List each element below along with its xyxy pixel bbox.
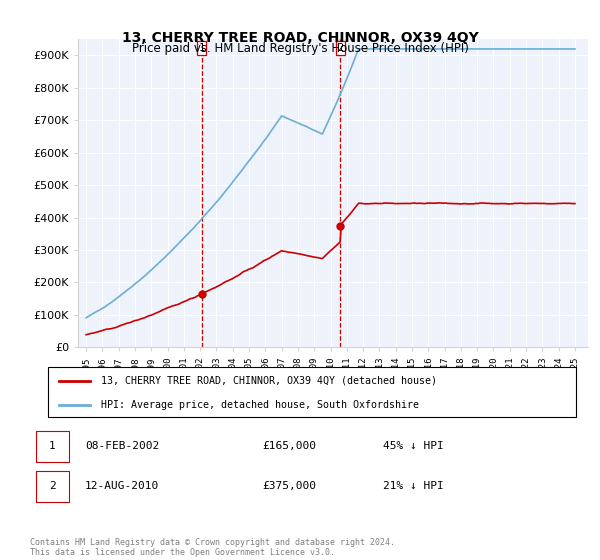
Text: 13, CHERRY TREE ROAD, CHINNOR, OX39 4QY: 13, CHERRY TREE ROAD, CHINNOR, OX39 4QY xyxy=(122,31,478,45)
Text: £165,000: £165,000 xyxy=(262,441,316,451)
Text: 2: 2 xyxy=(49,481,55,491)
Bar xyxy=(35,431,68,462)
Bar xyxy=(336,41,345,55)
Bar xyxy=(197,41,206,55)
Text: 12-AUG-2010: 12-AUG-2010 xyxy=(85,481,160,491)
Text: 21% ↓ HPI: 21% ↓ HPI xyxy=(383,481,444,491)
Text: 13, CHERRY TREE ROAD, CHINNOR, OX39 4QY (detached house): 13, CHERRY TREE ROAD, CHINNOR, OX39 4QY … xyxy=(101,376,437,386)
Text: Price paid vs. HM Land Registry's House Price Index (HPI): Price paid vs. HM Land Registry's House … xyxy=(131,42,469,55)
Text: 1: 1 xyxy=(199,43,205,53)
Text: 2: 2 xyxy=(337,43,343,53)
Bar xyxy=(35,470,68,502)
Text: HPI: Average price, detached house, South Oxfordshire: HPI: Average price, detached house, Sout… xyxy=(101,400,419,409)
Text: 08-FEB-2002: 08-FEB-2002 xyxy=(85,441,160,451)
Text: 45% ↓ HPI: 45% ↓ HPI xyxy=(383,441,444,451)
Text: Contains HM Land Registry data © Crown copyright and database right 2024.
This d: Contains HM Land Registry data © Crown c… xyxy=(30,538,395,557)
Text: £375,000: £375,000 xyxy=(262,481,316,491)
Text: 1: 1 xyxy=(49,441,55,451)
